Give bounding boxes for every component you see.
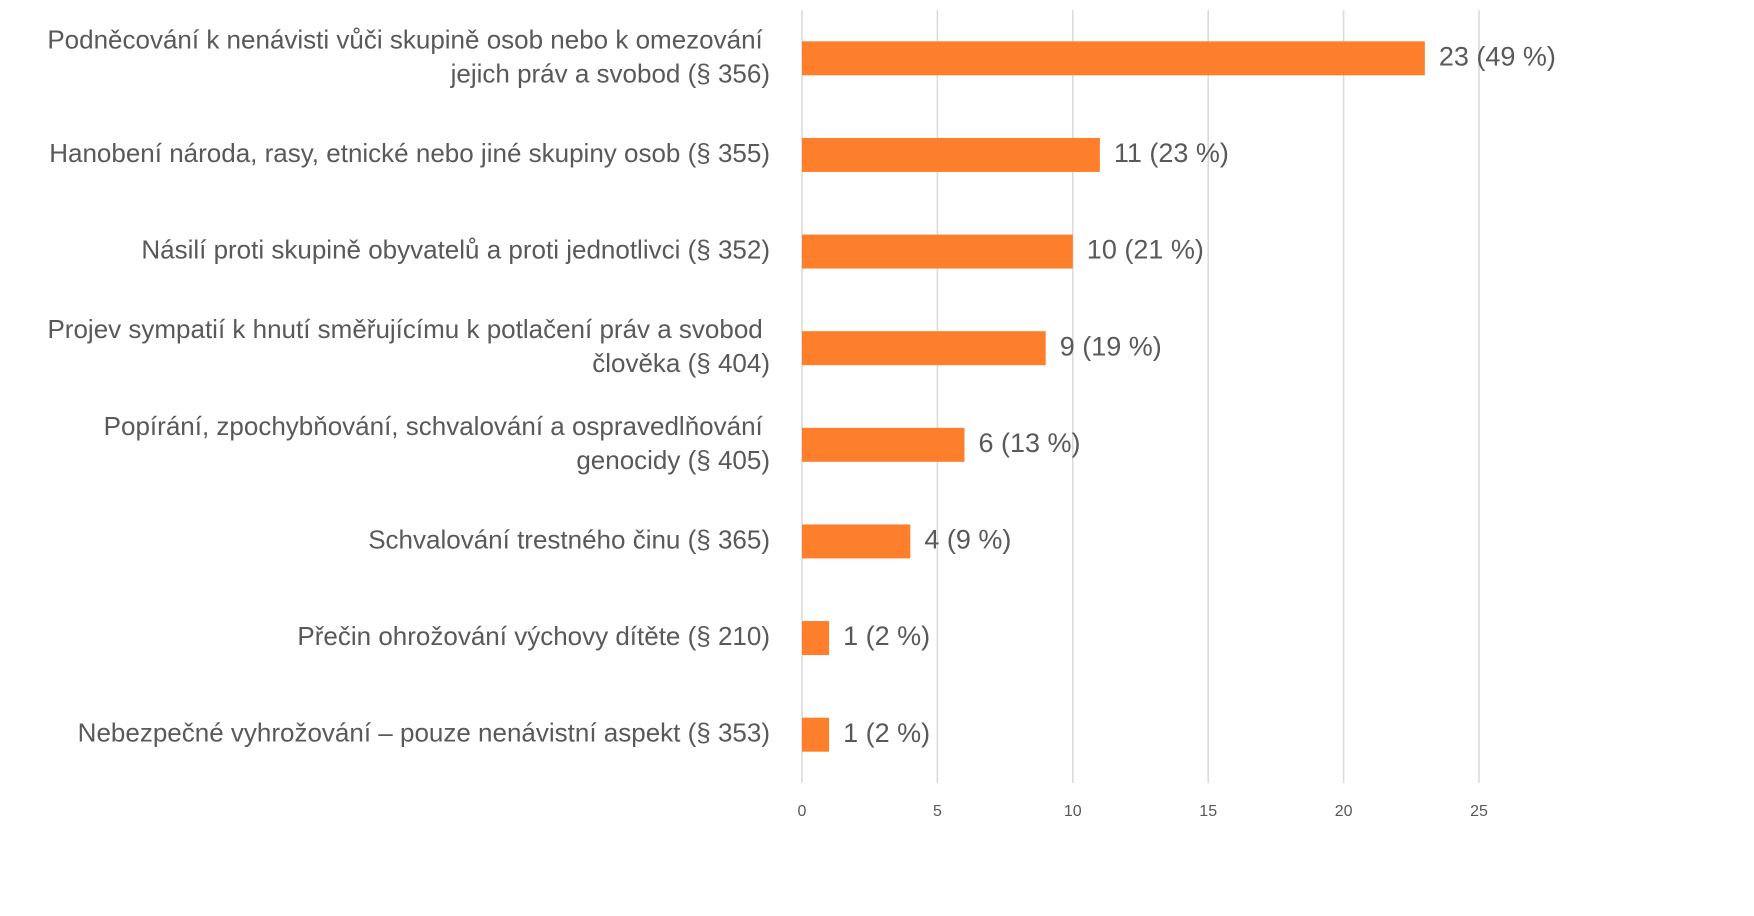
- bar: [802, 331, 1046, 366]
- y-tick-label: Schvalování trestného činu (§ 365): [368, 524, 770, 554]
- bar: [802, 524, 911, 559]
- y-tick-label: Hanobení národa, rasy, etnické nebo jiné…: [49, 138, 770, 168]
- bar: [802, 427, 965, 462]
- value-label: 10 (21 %): [1087, 235, 1204, 265]
- value-label: 6 (13 %): [978, 428, 1080, 458]
- y-tick-label: Podněcování k nenávisti vůči skupině oso…: [47, 24, 770, 88]
- y-tick-label: Nebezpečné vyhrožování – pouze nenávistn…: [78, 718, 770, 748]
- value-label: 1 (2 %): [843, 718, 930, 748]
- value-label: 9 (19 %): [1060, 331, 1162, 361]
- value-label: 4 (9 %): [924, 525, 1011, 555]
- x-tick-label: 10: [1064, 803, 1082, 820]
- value-label: 1 (2 %): [843, 621, 930, 651]
- y-tick-label: Projev sympatií k hnutí směřujícímu k po…: [47, 314, 770, 378]
- bar: [802, 234, 1073, 269]
- bar: [802, 621, 830, 656]
- x-tick-label: 0: [798, 803, 807, 820]
- value-label: 23 (49 %): [1439, 41, 1556, 71]
- x-tick-label: 5: [933, 803, 942, 820]
- value-label: 11 (23 %): [1114, 138, 1229, 168]
- bar: [802, 717, 830, 752]
- x-tick-label: 20: [1335, 803, 1353, 820]
- x-tick-label: 25: [1470, 803, 1488, 820]
- x-tick-label: 15: [1199, 803, 1217, 820]
- y-tick-label: Násilí proti skupině obyvatelů a proti j…: [141, 234, 770, 264]
- y-tick-label: Popírání, zpochybňování, schvalování a o…: [104, 411, 770, 475]
- bar: [802, 41, 1425, 76]
- y-tick-label: Přečin ohrožování výchovy dítěte (§ 210): [297, 621, 770, 651]
- bar: [802, 137, 1100, 172]
